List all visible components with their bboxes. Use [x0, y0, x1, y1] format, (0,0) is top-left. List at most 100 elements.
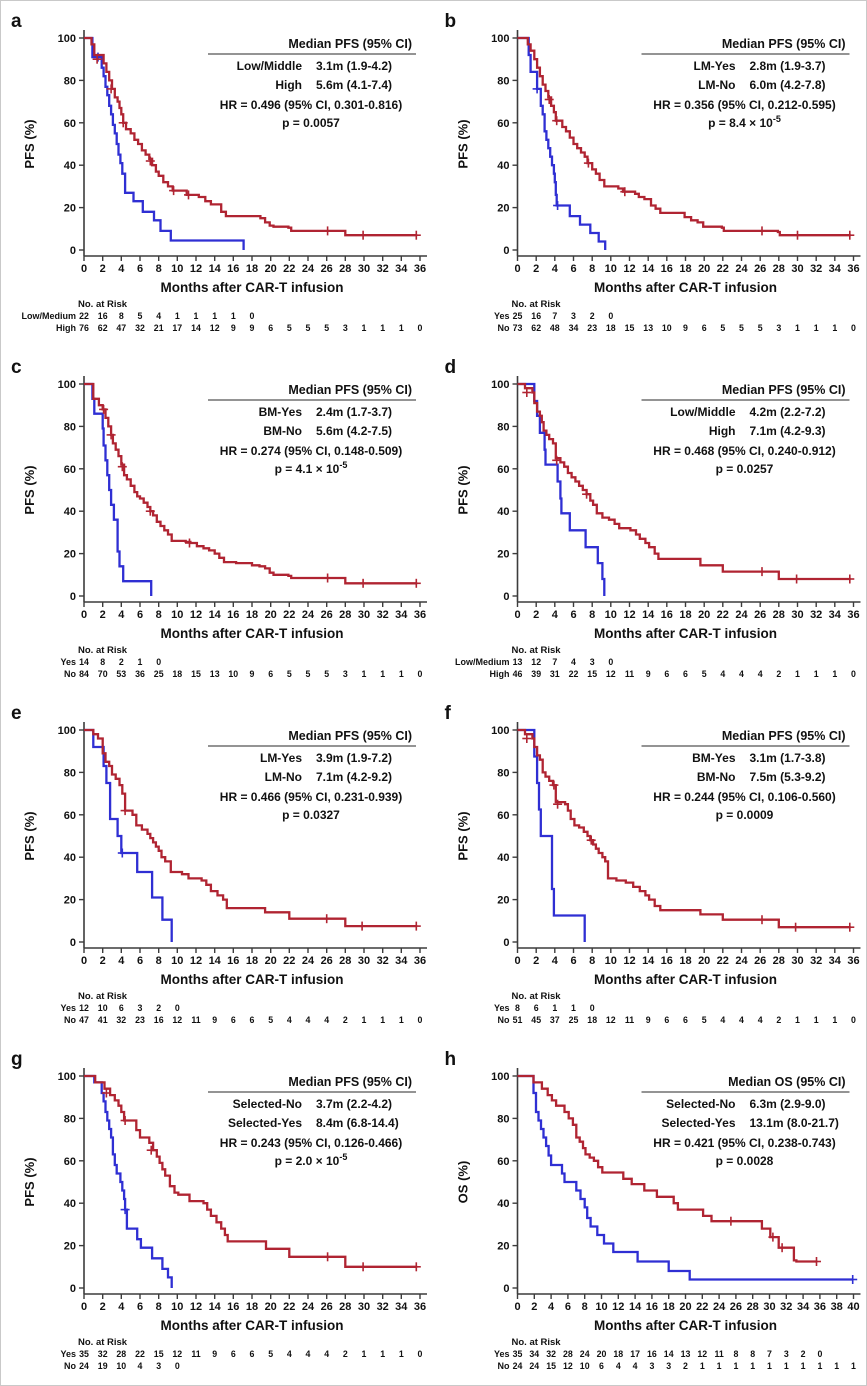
x-tick-label: 8	[589, 263, 595, 275]
legend-title: Median PFS (95% CI)	[288, 383, 412, 397]
x-tick-label: 12	[190, 263, 202, 275]
risk-value: 1	[380, 1349, 385, 1359]
x-tick-label: 32	[810, 263, 822, 275]
p-value-text: p = 0.0009	[716, 808, 774, 822]
x-tick-label: 6	[137, 609, 143, 621]
x-tick-label: 16	[227, 609, 239, 621]
km-curve-blue	[84, 36, 245, 250]
risk-row-label: Yes	[494, 1003, 510, 1013]
panel-cell-d: d 0 20 40 60 80 100 0 2 4 6 8 10 12 14 16 18 20 22 24 26 28 30…	[433, 346, 867, 692]
legend-series-value: 3.1m (1.7-3.8)	[750, 751, 826, 765]
y-tick-label: 40	[64, 160, 76, 172]
x-tick-label: 4	[552, 263, 559, 275]
risk-value: 0	[851, 669, 856, 679]
x-tick-label: 24	[302, 263, 315, 275]
legend-series-value: 7.1m (4.2-9.2)	[316, 770, 392, 784]
x-tick-label: 22	[283, 955, 295, 967]
risk-value: 5	[268, 1349, 273, 1359]
panel-cell-c: c 0 20 40 60 80 100 0 2 4 6 8 10 12 14 16 18 20 22 24 26 28 30…	[0, 346, 433, 692]
risk-value: 5	[324, 669, 329, 679]
x-tick-label: 20	[679, 1301, 691, 1313]
x-tick-label: 8	[589, 609, 595, 621]
x-tick-label: 28	[773, 263, 785, 275]
x-tick-label: 8	[589, 955, 595, 967]
risk-value: 1	[362, 1349, 367, 1359]
x-tick-label: 20	[265, 609, 277, 621]
risk-value: 22	[135, 1349, 145, 1359]
y-tick-label: 60	[497, 1156, 509, 1168]
risk-value: 5	[306, 323, 311, 333]
risk-value: 4	[287, 1349, 292, 1359]
risk-value: 1	[717, 1361, 722, 1371]
x-tick-label: 0	[514, 1301, 520, 1313]
y-tick-label: 0	[70, 245, 76, 257]
x-axis-title: Months after CAR-T infusion	[594, 1318, 777, 1333]
y-tick-label: 60	[497, 810, 509, 822]
x-tick-label: 10	[605, 263, 617, 275]
risk-value: 1	[814, 1015, 819, 1025]
x-tick-label: 18	[679, 955, 691, 967]
x-tick-label: 32	[377, 1301, 389, 1313]
x-tick-label: 10	[171, 1301, 183, 1313]
risk-value: 16	[154, 1015, 164, 1025]
risk-value: 5	[306, 669, 311, 679]
x-tick-label: 28	[339, 609, 351, 621]
risk-value: 24	[513, 1361, 523, 1371]
x-tick-label: 6	[570, 955, 576, 967]
x-tick-label: 36	[814, 1301, 826, 1313]
risk-value: 8	[100, 657, 105, 667]
censor-marks-red	[522, 734, 855, 932]
censor-marks-blue	[117, 848, 127, 858]
p-value-base: p = 0.0257	[716, 462, 774, 476]
risk-value: 0	[175, 1361, 180, 1371]
p-value-base: p = 0.0057	[282, 116, 340, 130]
risk-value: 18	[613, 1349, 623, 1359]
x-tick-label: 18	[246, 955, 258, 967]
x-tick-label: 32	[377, 263, 389, 275]
x-tick-label: 30	[358, 609, 370, 621]
legend-series-value: 8.4m (6.8-14.4)	[316, 1116, 399, 1130]
risk-value: 12	[210, 323, 220, 333]
y-axis-label: OS (%)	[456, 1161, 471, 1204]
risk-value: 9	[646, 669, 651, 679]
risk-value: 15	[587, 669, 597, 679]
x-tick-label: 20	[698, 955, 710, 967]
risk-value: 3	[343, 669, 348, 679]
risk-value: 5	[702, 669, 707, 679]
x-tick-label: 12	[623, 609, 635, 621]
y-tick-label: 40	[64, 1198, 76, 1210]
legend-title: Median PFS (95% CI)	[722, 37, 846, 51]
risk-row-label: High	[490, 669, 510, 679]
km-curve-red	[84, 382, 418, 585]
censor-marks-red	[101, 1088, 421, 1272]
x-tick-label: 8	[156, 1301, 162, 1313]
risk-value: 9	[212, 1349, 217, 1359]
y-tick-label: 40	[497, 506, 509, 518]
risk-value: 1	[212, 311, 217, 321]
risk-row-label: Yes	[60, 1349, 76, 1359]
x-tick-label: 36	[414, 263, 426, 275]
x-tick-label: 18	[663, 1301, 675, 1313]
risk-value: 28	[116, 1349, 126, 1359]
risk-row-label: Yes	[60, 1003, 76, 1013]
risk-value: 1	[834, 1361, 839, 1371]
risk-value: 1	[832, 669, 837, 679]
x-tick-label: 18	[679, 263, 691, 275]
y-axis-label: PFS (%)	[22, 465, 37, 514]
x-tick-label: 28	[747, 1301, 759, 1313]
risk-value: 14	[664, 1349, 674, 1359]
risk-value: 1	[138, 657, 143, 667]
risk-row-label: No	[64, 1015, 76, 1025]
y-tick-label: 60	[497, 464, 509, 476]
risk-value: 35	[79, 1349, 89, 1359]
risk-value: 2	[343, 1349, 348, 1359]
risk-value: 84	[79, 669, 89, 679]
risk-header: No. at Risk	[78, 991, 128, 1002]
risk-value: 1	[571, 1003, 576, 1013]
risk-value: 10	[662, 323, 672, 333]
censor-marks-blue	[120, 1205, 130, 1215]
x-axis-title: Months after CAR-T infusion	[161, 280, 344, 295]
risk-value: 1	[399, 669, 404, 679]
risk-value: 2	[776, 1015, 781, 1025]
